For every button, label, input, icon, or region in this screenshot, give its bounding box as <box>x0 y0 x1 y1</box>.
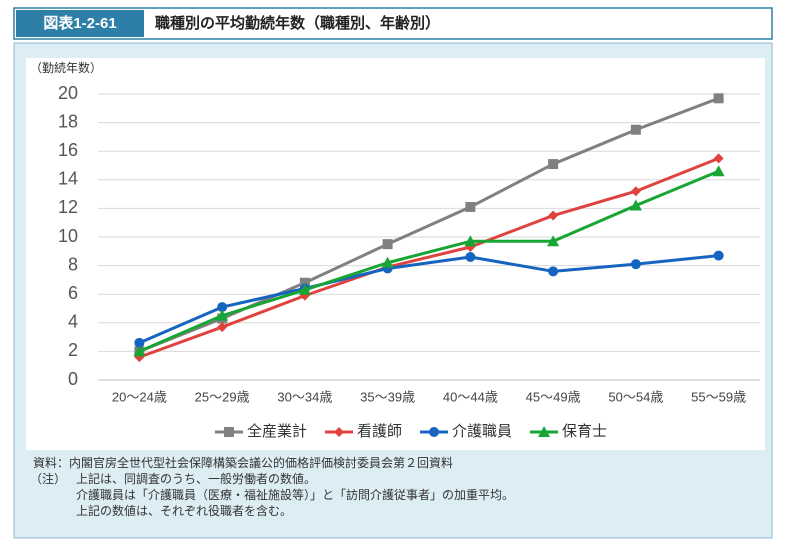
legend-label: 介護職員 <box>452 423 512 440</box>
marker <box>713 250 724 261</box>
note-line: 介護職員は「介護職員（医療・福祉施設等）」と「訪問介護従事者」の加重平均。 <box>76 487 514 502</box>
y-tick-label: 10 <box>58 226 78 246</box>
marker <box>382 239 393 250</box>
marker <box>548 210 559 221</box>
marker <box>381 256 394 268</box>
x-tick-label: 30～34歳 <box>277 389 332 404</box>
series-line <box>138 156 720 359</box>
y-tick-label: 20 <box>58 83 78 103</box>
figure-number: 図表1-2-61 <box>43 14 116 32</box>
x-tick-label: 45～49歳 <box>526 389 581 404</box>
y-tick-label: 2 <box>68 340 78 360</box>
marker <box>298 283 311 295</box>
marker <box>713 153 724 164</box>
marker <box>299 277 310 288</box>
series-line <box>138 254 719 345</box>
y-tick-label: 6 <box>68 283 78 303</box>
legend-label: 全産業計 <box>247 422 307 440</box>
legend-label: 保育士 <box>562 423 607 440</box>
y-tick-label: 16 <box>58 140 78 160</box>
marker <box>217 322 228 333</box>
marker <box>547 235 560 247</box>
marker <box>630 124 641 135</box>
x-tick-label: 25～29歳 <box>195 389 250 404</box>
marker <box>630 186 641 197</box>
y-tick-label: 0 <box>68 369 78 389</box>
marker <box>217 302 228 313</box>
marker <box>538 426 551 437</box>
marker <box>429 427 440 437</box>
marker <box>629 199 642 211</box>
note-line: 上記は、同調査のうち、一般労働者の数値。 <box>76 471 316 486</box>
figure-badge <box>16 10 144 37</box>
chart-area <box>26 58 765 450</box>
marker <box>712 165 725 177</box>
figure-title: 職種別の平均勤続年数（職種別、年齢別） <box>155 14 440 32</box>
marker <box>548 159 559 170</box>
marker <box>134 337 145 348</box>
marker <box>713 93 724 104</box>
x-tick-label: 20～24歳 <box>112 389 167 404</box>
note-line: 上記の数値は、それぞれ役職者を含む。 <box>76 503 292 518</box>
y-tick-label: 18 <box>58 111 78 131</box>
marker <box>133 345 146 357</box>
y-tick-label: 4 <box>68 312 78 332</box>
note-label: （注） <box>30 471 66 486</box>
y-tick-label: 8 <box>68 254 78 274</box>
x-tick-label: 40～44歳 <box>443 389 498 404</box>
x-tick-label: 35～39歳 <box>360 389 415 404</box>
y-tick-label: 14 <box>58 169 78 189</box>
source-note: 資料：内閣官房全世代型社会保障構築会議公的価格評価検討委員会第２回資料 <box>33 455 453 470</box>
y-axis-label: （勤続年数） <box>30 60 102 75</box>
marker <box>224 427 234 437</box>
marker <box>216 309 229 321</box>
x-tick-label: 50～54歳 <box>608 389 663 404</box>
legend-label: 看護師 <box>357 423 402 440</box>
marker <box>465 201 476 212</box>
y-tick-label: 12 <box>58 197 78 217</box>
marker <box>464 235 477 247</box>
marker <box>630 259 641 270</box>
marker <box>334 427 345 437</box>
marker <box>465 252 476 263</box>
series-line <box>138 169 720 353</box>
marker <box>548 266 559 277</box>
x-tick-label: 55～59歳 <box>691 389 746 404</box>
